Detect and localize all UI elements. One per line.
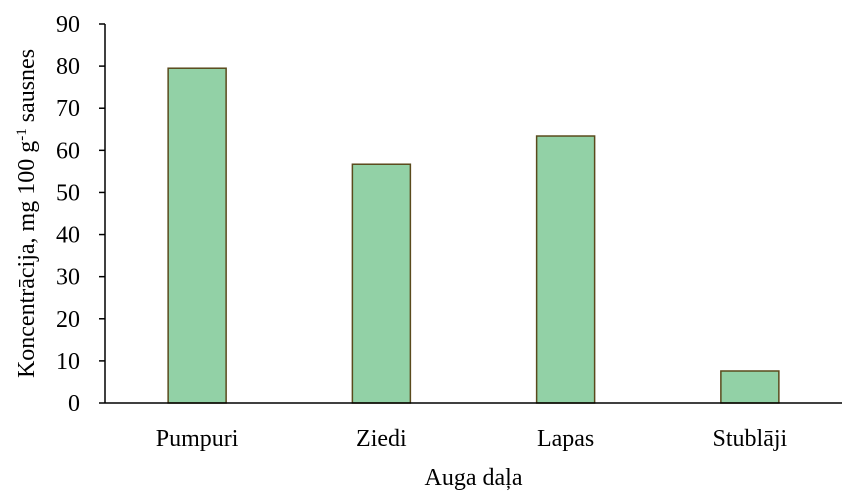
x-tick-label: Ziedi xyxy=(356,426,407,452)
y-tick-label: 40 xyxy=(56,223,80,249)
y-tick-label: 60 xyxy=(56,138,80,164)
y-tick-label: 30 xyxy=(56,265,80,291)
bars xyxy=(167,67,780,404)
bar-ziedi xyxy=(351,163,412,404)
x-axis-tick-labels: Pumpuri Ziedi Lapas Stublāji xyxy=(156,426,788,452)
y-axis-title-superscript: -1 xyxy=(14,128,30,141)
y-axis-title: Koncentrācija, mg 100 g-1 sausnes xyxy=(14,49,40,378)
bar-pumpuri xyxy=(167,67,227,404)
x-tick-label: Pumpuri xyxy=(156,426,239,452)
y-tick-label: 90 xyxy=(56,12,80,38)
x-tick-label: Lapas xyxy=(537,426,594,452)
y-axis-title-suffix: sausnes xyxy=(14,49,40,128)
x-tick-label: Stublāji xyxy=(713,426,788,452)
y-tick-label: 70 xyxy=(56,96,80,122)
bar-lapas xyxy=(535,135,596,404)
y-axis-title-main: Koncentrācija, mg 100 g xyxy=(14,141,40,378)
y-tick-label: 20 xyxy=(56,307,80,333)
bar-stublāji xyxy=(720,370,780,404)
y-axis-ticks: 0 10 20 30 40 50 60 70 80 90 xyxy=(56,12,105,417)
y-tick-label: 10 xyxy=(56,349,80,375)
x-axis-title: Auga daļa xyxy=(425,465,523,491)
y-tick-label: 0 xyxy=(68,391,80,417)
y-tick-label: 80 xyxy=(56,54,80,80)
y-tick-label: 50 xyxy=(56,180,80,206)
